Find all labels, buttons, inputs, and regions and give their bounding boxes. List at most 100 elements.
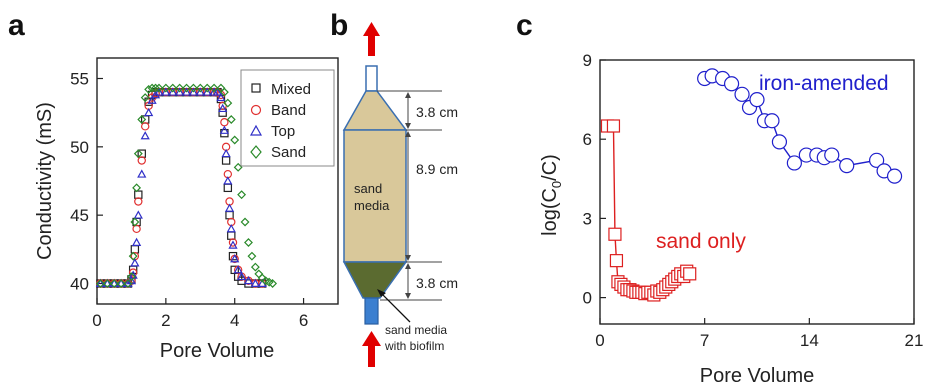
data-point-sand-only [683, 267, 697, 281]
data-point-sand [226, 115, 236, 124]
legend-label-band: Band [271, 102, 306, 119]
legend-item-sand: Sand [250, 144, 306, 161]
data-point-iron-amended [734, 86, 750, 102]
marks-c [600, 68, 903, 302]
legend-marker-mixed [251, 83, 261, 93]
data-point-sand [240, 217, 250, 227]
data-point-band [128, 268, 138, 277]
sand-media-label-line2: media [354, 198, 390, 213]
panel-b: b sand media [330, 9, 458, 367]
legend-label-top: Top [271, 123, 295, 140]
data-point-sand [95, 279, 105, 288]
dimension-arrowheads [405, 92, 411, 299]
biofilm-label-line1: sand media [385, 323, 447, 337]
data-point-iron-amended [749, 91, 765, 108]
inflow-arrow-head [362, 331, 381, 346]
outflow-arrow [363, 22, 380, 56]
data-point-top [230, 254, 240, 263]
y-tick-label: 55 [70, 70, 89, 89]
x-axis-label-a: Pore Volume [160, 340, 275, 362]
data-point-sand [195, 83, 205, 93]
y-axis-label-c-sub: 0 [549, 181, 564, 188]
data-point-sand [182, 83, 191, 93]
sand-media-label-line1: sand [354, 181, 382, 196]
data-point-top [131, 237, 142, 246]
data-point-sand [137, 115, 147, 124]
y-axis-label-c: log(C0/C) [539, 154, 564, 236]
panel-label-c: c [516, 9, 533, 42]
data-point-sand [250, 262, 260, 272]
biofilm-label-line2: with biofilm [384, 339, 444, 353]
data-point-iron-amended [886, 168, 903, 184]
dimension-bottom-label: 3.8 cm [416, 275, 458, 291]
plot-frame-a [96, 57, 339, 305]
data-point-mixed [223, 183, 233, 193]
outflow-arrow-head [363, 22, 380, 36]
data-point-top [140, 131, 150, 140]
biofilm-pointer-head [377, 289, 386, 297]
data-point-top [226, 223, 236, 233]
top-cone [342, 90, 408, 131]
data-point-top [154, 87, 164, 96]
y-tick-label: 40 [70, 275, 89, 294]
dimension-middle-label: 8.9 cm [416, 161, 458, 177]
data-point-sand [202, 83, 212, 93]
x-tick-label: 6 [299, 311, 308, 330]
data-point-top [218, 103, 228, 113]
data-point-top [144, 107, 154, 117]
legend-label-sand: Sand [271, 144, 306, 161]
data-point-top [219, 125, 230, 134]
data-point-mixed [130, 245, 140, 254]
data-point-sand [188, 83, 198, 93]
data-point-sand [154, 83, 164, 93]
data-point-top [202, 87, 212, 96]
plot-frame-c [599, 59, 915, 325]
data-point-iron-amended [764, 113, 780, 129]
y-tick-label: 9 [583, 51, 592, 70]
data-point-top [212, 87, 223, 96]
data-point-band [140, 122, 150, 131]
legend-marker-band [250, 104, 262, 116]
ticks-a: 0 2 4 6 40 45 50 55 [70, 70, 308, 331]
data-point-sand [254, 269, 264, 279]
data-point-top [195, 87, 205, 96]
data-point-mixed [225, 210, 234, 220]
inlet-tube [364, 297, 379, 325]
dimension-top-label: 3.8 cm [416, 104, 458, 120]
data-point-sand [161, 83, 171, 93]
biofilm-cone [342, 261, 408, 299]
data-point-top [133, 210, 143, 219]
y-tick-label: 6 [583, 130, 592, 149]
data-point-top [223, 176, 233, 185]
x-tick-label: 2 [161, 311, 170, 330]
data-point-sand [230, 135, 240, 145]
legend-marker-sand [250, 145, 262, 159]
data-point-top [130, 258, 140, 267]
y-axis-label-c-main: log(C [539, 188, 561, 236]
series-label-iron-amended: iron-amended [759, 72, 889, 95]
data-point-top [168, 87, 178, 96]
data-point-sand [237, 190, 247, 200]
x-tick-label: 21 [905, 331, 924, 350]
data-point-sand [151, 83, 160, 93]
x-tick-label: 0 [595, 331, 604, 350]
outflow-arrow-shaft [368, 34, 375, 56]
data-point-top [216, 92, 226, 102]
x-tick-label: 4 [230, 311, 239, 330]
sand-media-section [343, 129, 407, 263]
data-point-sand [123, 279, 133, 288]
marks-a [95, 83, 278, 288]
data-point-sand [102, 279, 112, 288]
biofilm-pointer-line [379, 291, 411, 323]
legend-item-mixed: Mixed [251, 81, 311, 98]
data-point-band [137, 156, 146, 165]
data-point-top [181, 87, 192, 96]
data-point-sand [268, 279, 278, 288]
x-tick-label: 14 [800, 331, 819, 350]
data-point-sand [144, 84, 154, 94]
data-point-sand-only [606, 119, 621, 133]
data-point-sand [116, 279, 126, 288]
data-point-top [137, 169, 147, 178]
data-point-sand [219, 87, 229, 97]
data-point-sand [130, 217, 140, 227]
